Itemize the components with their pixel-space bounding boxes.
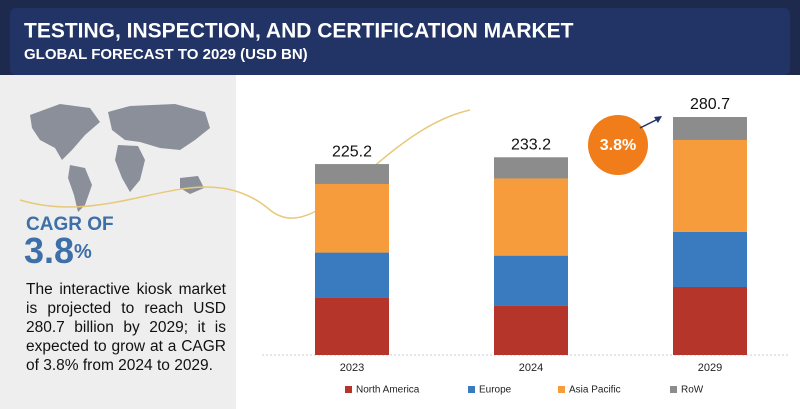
bar-segment — [494, 178, 568, 256]
description: The interactive kiosk market is projecte… — [26, 281, 226, 374]
bar-segment — [315, 183, 389, 253]
cagr-number: 3.8 — [24, 230, 74, 271]
total-label: 280.7 — [690, 96, 730, 113]
total-label: 233.2 — [511, 136, 551, 153]
legend-swatch — [345, 386, 352, 393]
bar-segment — [494, 157, 568, 179]
legend-label: North America — [356, 385, 420, 396]
bar-segment — [673, 287, 747, 355]
cagr-value: 3.8% — [24, 230, 92, 271]
header-band — [10, 8, 790, 75]
bar-segment — [494, 255, 568, 306]
legend-swatch — [468, 386, 475, 393]
bar-segment — [315, 297, 389, 355]
x-tick-label: 2024 — [519, 362, 543, 374]
bubble-arrowhead — [654, 116, 662, 123]
world-map — [30, 104, 210, 212]
legend-swatch — [558, 386, 565, 393]
x-tick-label: 2023 — [340, 362, 364, 374]
legend-label: RoW — [681, 385, 704, 396]
decor-curve — [19, 109, 471, 219]
cagr-label: CAGR OF — [26, 214, 114, 235]
bar-segment — [494, 305, 568, 355]
cagr-bubble — [588, 115, 648, 175]
cagr-bubble-text: 3.8% — [600, 137, 636, 154]
title: TESTING, INSPECTION, AND CERTIFICATION M… — [24, 20, 574, 43]
cagr-unit: % — [74, 241, 92, 263]
bar-segment — [673, 139, 747, 232]
bar-segment — [315, 252, 389, 298]
total-label: 225.2 — [332, 143, 372, 160]
subtitle: GLOBAL FORECAST TO 2029 (USD BN) — [24, 46, 308, 63]
legend-label: Asia Pacific — [569, 385, 621, 396]
x-tick-label: 2029 — [698, 362, 722, 374]
bar-segment — [315, 164, 389, 184]
bar-segment — [673, 231, 747, 287]
legend-label: Europe — [479, 385, 512, 396]
bar-segment — [673, 117, 747, 140]
legend-swatch — [670, 386, 677, 393]
